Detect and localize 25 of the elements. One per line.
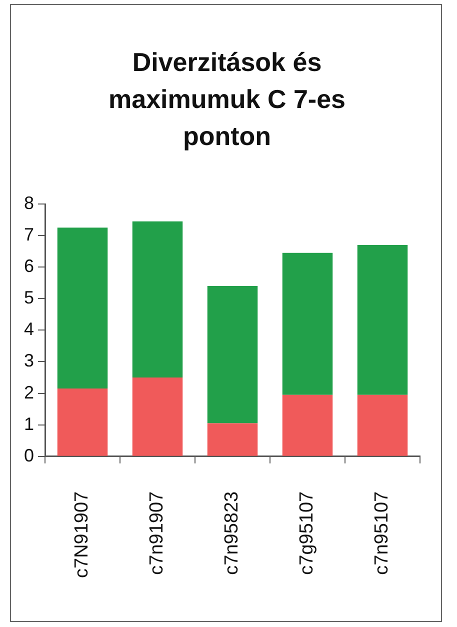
bar	[57, 228, 108, 389]
y-tick-label: 7	[24, 224, 34, 245]
bar	[132, 378, 183, 456]
chart-title: Diverzitások és maximumuk C 7-es ponton	[108, 46, 346, 153]
bar	[207, 423, 258, 456]
y-tick-label: 0	[24, 445, 34, 466]
bar	[57, 388, 108, 456]
bar	[282, 252, 333, 395]
y-tick-label: 1	[24, 414, 34, 434]
x-tick-label: c7n95107	[372, 491, 393, 575]
y-tick-label: 6	[24, 256, 34, 276]
y-tick-label: 2	[24, 382, 34, 402]
bar	[357, 245, 408, 395]
x-tick-label: c7N91907	[72, 491, 93, 578]
x-tick-label: c7g95107	[296, 491, 318, 575]
y-tick-label: 5	[24, 288, 34, 308]
x-tick-label: c7n95823	[222, 491, 243, 575]
bar	[357, 394, 408, 456]
y-tick-label: 4	[24, 319, 34, 340]
bar	[282, 394, 333, 456]
y-tick-label: 8	[24, 192, 34, 213]
bar	[132, 221, 183, 378]
bar	[207, 286, 258, 424]
y-tick-label: 3	[24, 350, 34, 371]
x-tick-label: c7n91907	[146, 491, 168, 575]
